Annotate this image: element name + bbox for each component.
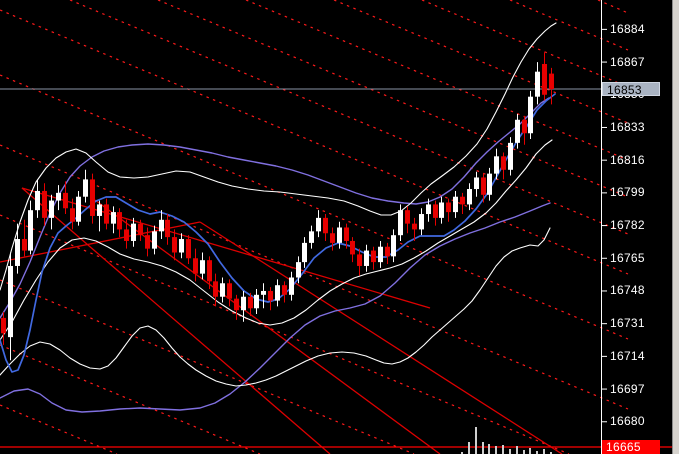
price-axis-label: 16816 (610, 152, 645, 167)
price-axis-label: 16782 (610, 218, 645, 233)
price-axis-label: 16833 (610, 119, 645, 134)
price-axis-label: 16884 (610, 21, 645, 36)
price-axis-label: 16799 (610, 185, 645, 200)
dashed-trendlines (0, 0, 629, 454)
price-axis-scale (601, 0, 607, 454)
candles (1, 52, 554, 361)
window-edge-strip (672, 0, 679, 454)
price-axis-label: 16680 (610, 414, 645, 429)
price-axis-label: 16748 (610, 283, 645, 298)
price-axis-label: 16765 (610, 250, 645, 265)
indicator-lines (0, 22, 557, 413)
horizontal-levels (0, 88, 672, 448)
price-axis-label: 16714 (610, 348, 645, 363)
solid-trendlines (0, 187, 563, 454)
current-price-tag: 16853 (602, 82, 660, 97)
price-axis-label: 16697 (610, 381, 645, 396)
price-axis-label: 16867 (610, 54, 645, 69)
price-axis-label: 16731 (610, 316, 645, 331)
support-price-tag: 16665 (602, 440, 660, 454)
volume-bars (461, 427, 552, 454)
price-axis-label: 16901 (610, 0, 645, 3)
